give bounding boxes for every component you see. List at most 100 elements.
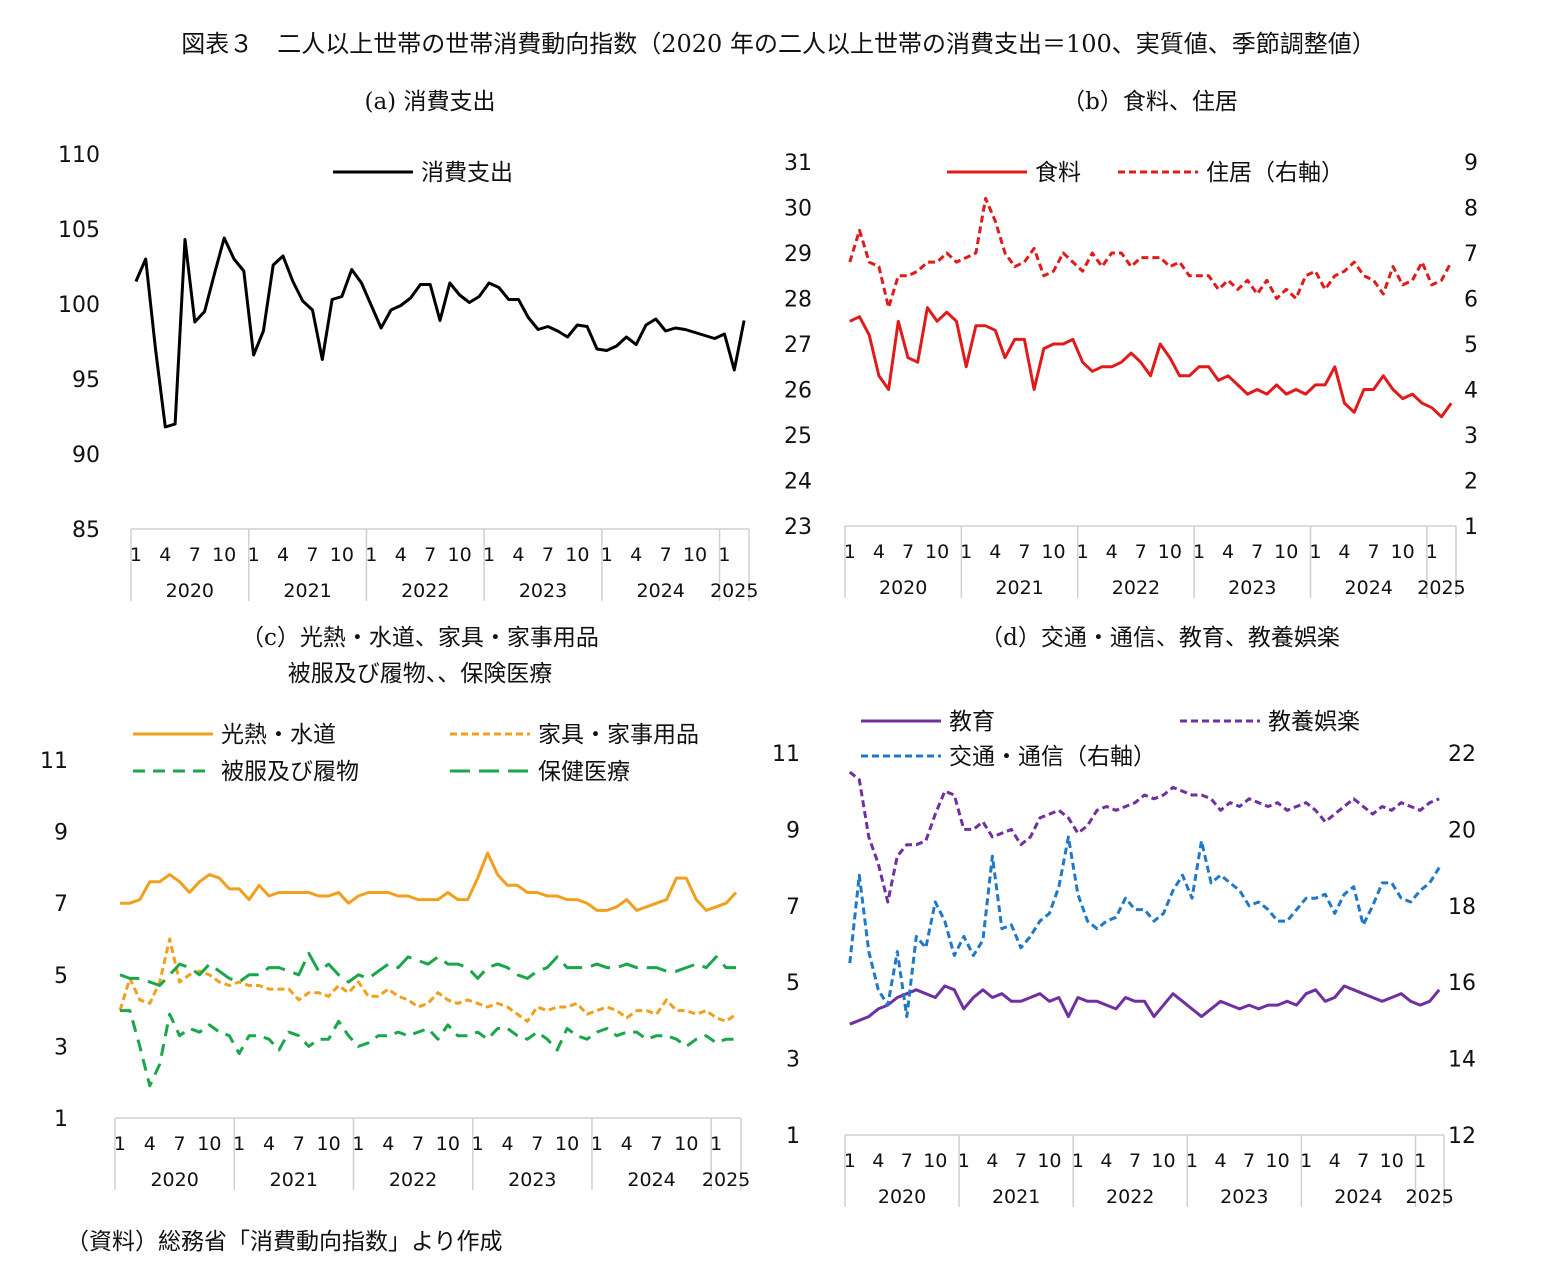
chart-b-y2tick: 5: [1464, 333, 1478, 358]
chart-c-month-label: 7: [293, 1133, 305, 1155]
chart-b-month-label: 4: [1106, 541, 1118, 563]
chart-a-month-label: 10: [683, 544, 707, 566]
chart-c-month-label: 10: [436, 1133, 460, 1155]
source-note: （資料）総務省「消費動向指数」より作成: [66, 1229, 503, 1255]
chart-c-year-label: 2025: [702, 1169, 750, 1191]
chart-d-month-label: 1: [958, 1150, 970, 1172]
chart-a-ytick: 100: [58, 293, 100, 318]
chart-b-month-label: 1: [960, 541, 972, 563]
chart-d-month-label: 7: [901, 1150, 913, 1172]
chart-b-y2tick: 1: [1464, 515, 1478, 540]
chart-d-month-label: 10: [923, 1150, 947, 1172]
chart-a-month-label: 10: [565, 544, 589, 566]
chart-c-month-label: 7: [531, 1133, 543, 1155]
chart-c-month-label: 4: [621, 1133, 633, 1155]
chart-d-ytick: 7: [786, 895, 800, 920]
chart-d-series-2: [848, 835, 1441, 1019]
chart-a-ytick: 110: [58, 143, 100, 168]
chart-c-month-label: 4: [144, 1133, 156, 1155]
chart-b-ytick: 27: [784, 333, 812, 358]
chart-b-year-label: 2020: [879, 577, 927, 599]
chart-c-month-label: 1: [710, 1133, 722, 1155]
chart-a-month-label: 1: [365, 544, 377, 566]
chart-b-ytick: 29: [784, 242, 812, 267]
chart-a-ytick: 85: [72, 518, 100, 543]
chart-b-series-0: [849, 306, 1453, 419]
chart-d-year-label: 2020: [878, 1186, 926, 1208]
chart-d-month-label: 4: [1215, 1150, 1227, 1172]
chart-d-month-label: 7: [1243, 1150, 1255, 1172]
chart-d-month-label: 1: [1072, 1150, 1084, 1172]
chart-b-month-label: 7: [1135, 541, 1147, 563]
chart-c-month-label: 7: [174, 1133, 186, 1155]
chart-c-ytick: 1: [54, 1107, 68, 1132]
chart-a-year-label: 2020: [166, 580, 214, 602]
chart-c-month-label: 1: [233, 1133, 245, 1155]
chart-d-month-label: 1: [1414, 1150, 1426, 1172]
chart-c-year-label: 2024: [627, 1169, 675, 1191]
chart-d-month-label: 4: [872, 1150, 884, 1172]
chart-b-month-label: 4: [873, 541, 885, 563]
chart-b-month-label: 4: [1222, 541, 1234, 563]
chart-c-legend-label: 被服及び履物: [221, 759, 359, 785]
chart-d-ytick: 1: [786, 1124, 800, 1149]
chart-b-month-label: 1: [1193, 541, 1205, 563]
chart-b-month-label: 10: [925, 541, 949, 563]
chart-b-legend-label: 食料: [1035, 160, 1081, 186]
chart-c-series-0: [120, 851, 738, 912]
chart-a-month-label: 4: [512, 544, 524, 566]
chart-a-month-label: 1: [718, 544, 730, 566]
chart-d-month-label: 10: [1380, 1150, 1404, 1172]
chart-c-ytick: 3: [54, 1035, 68, 1060]
chart-a-month-label: 7: [424, 544, 436, 566]
chart-d-y2tick: 12: [1448, 1124, 1476, 1149]
chart-b-year-label: 2025: [1417, 577, 1465, 599]
chart-c-ytick: 9: [54, 821, 68, 846]
chart-d-month-label: 7: [1129, 1150, 1141, 1172]
chart-d-month-label: 1: [844, 1150, 856, 1172]
panel-a-title: (a) 消費支出: [364, 89, 496, 115]
chart-c-series-2: [120, 1009, 736, 1088]
chart-d-y2tick: 18: [1448, 895, 1476, 920]
chart-a-month-label: 7: [306, 544, 318, 566]
chart-a-month-label: 7: [189, 544, 201, 566]
chart-a-series-0: [134, 236, 746, 429]
chart-a-month-label: 1: [601, 544, 613, 566]
chart-c-series-3: [119, 951, 736, 987]
chart-b-month-label: 7: [1251, 541, 1263, 563]
chart-a-ytick: 95: [72, 368, 100, 393]
chart-b-y2tick: 8: [1464, 197, 1478, 222]
chart-c-month-label: 1: [472, 1133, 484, 1155]
chart-b-month-label: 10: [1158, 541, 1182, 563]
chart-c-month-label: 10: [197, 1133, 221, 1155]
chart-c-month-label: 4: [382, 1133, 394, 1155]
chart-b-month-label: 1: [1309, 541, 1321, 563]
chart-b-y2tick: 6: [1464, 288, 1478, 313]
chart-d-y2tick: 16: [1448, 971, 1476, 996]
chart-b-month-label: 4: [1338, 541, 1350, 563]
chart-b-month-label: 10: [1041, 541, 1065, 563]
chart-b-month-label: 10: [1274, 541, 1298, 563]
chart-d-legend-label: 教育: [949, 709, 995, 735]
chart-b-ytick: 28: [784, 288, 812, 313]
panel-b-title: （b）食料、住居: [1062, 89, 1238, 115]
chart-d-legend-label: 交通・通信（右軸）: [949, 744, 1156, 770]
chart-c-year-label: 2021: [270, 1169, 318, 1191]
chart-d-series-0: [849, 984, 1441, 1026]
chart-b-ytick: 23: [784, 515, 812, 540]
chart-c-month-label: 1: [591, 1133, 603, 1155]
chart-b-ytick: 30: [784, 197, 812, 222]
chart-d-series-1: [848, 770, 1440, 904]
chart-a-year-label: 2024: [637, 580, 685, 602]
chart-d-legend-label: 教養娯楽: [1268, 709, 1360, 735]
chart-a-year-label: 2022: [401, 580, 449, 602]
chart-a-month-label: 1: [130, 544, 142, 566]
chart-a-month-label: 4: [630, 544, 642, 566]
chart-a-month-label: 4: [277, 544, 289, 566]
chart-b-month-label: 7: [902, 541, 914, 563]
chart-d-month-label: 7: [1015, 1150, 1027, 1172]
chart-a-month-label: 1: [248, 544, 260, 566]
